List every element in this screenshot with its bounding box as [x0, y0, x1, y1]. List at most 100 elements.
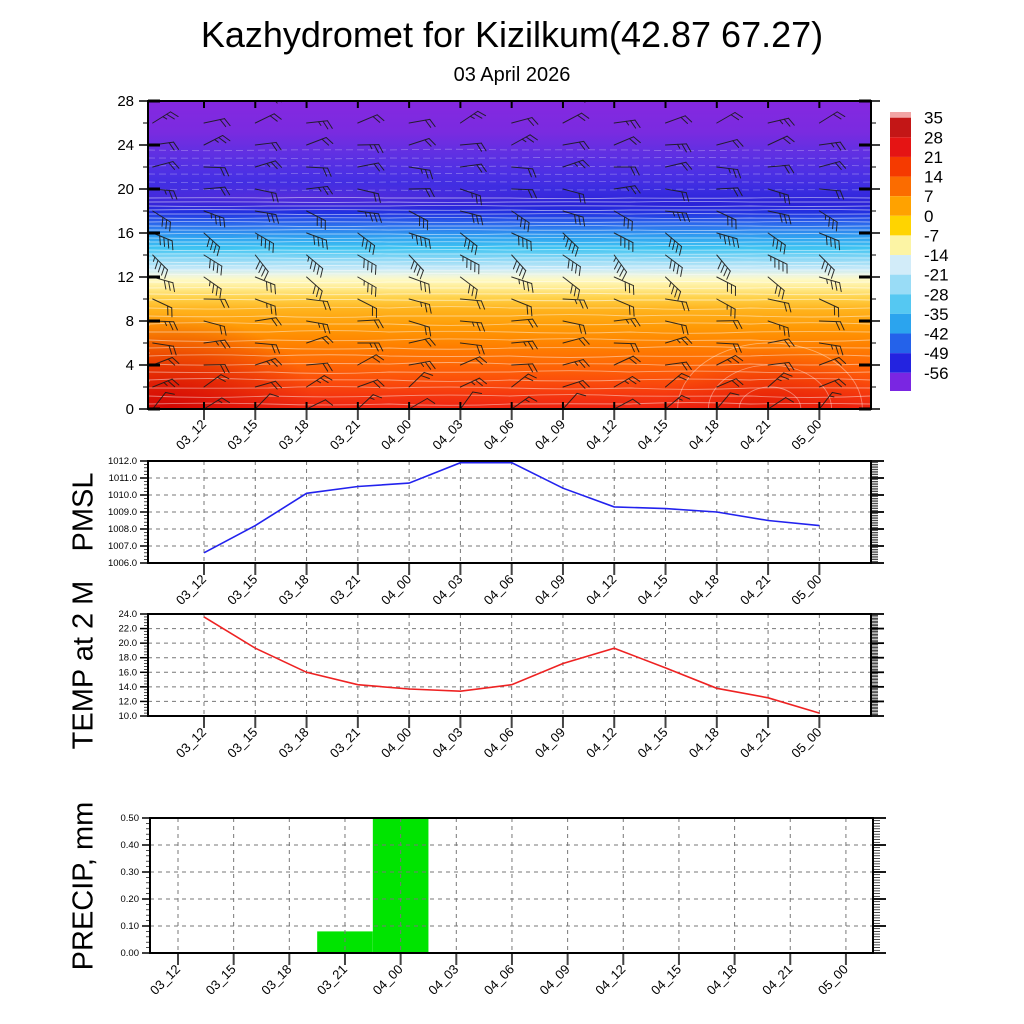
- time-tick-label: 03_12: [173, 417, 209, 453]
- height-tick-label: 20: [117, 181, 134, 198]
- wind-barb: [459, 320, 486, 332]
- y-tick-label: 16.0: [119, 667, 138, 678]
- wind-barb: [408, 118, 436, 128]
- wind-barb: [818, 161, 847, 170]
- time-tick-label: 03_21: [327, 725, 363, 761]
- height-tick-label: 28: [117, 93, 134, 110]
- wind-barb: [767, 232, 786, 255]
- wind-barb: [665, 395, 691, 409]
- wind-barb: [767, 210, 792, 225]
- wind-barb: [203, 374, 230, 388]
- colorbar-tick-label: 28: [924, 128, 943, 147]
- wind-barb: [511, 363, 538, 373]
- time-tick-label: 04_09: [532, 572, 568, 608]
- temp-at-2-m-line: [203, 616, 820, 714]
- wind-barb: [408, 398, 436, 409]
- wind-barb: [203, 134, 231, 146]
- time-tick-label: 04_12: [583, 417, 619, 453]
- wind-barb: [357, 114, 385, 124]
- time-tick-label: 05_00: [788, 725, 824, 761]
- wind-barb: [408, 276, 431, 294]
- wind-barb: [408, 320, 432, 337]
- wind-barb: [818, 254, 835, 279]
- wind-barb: [459, 142, 487, 152]
- colorbar-tick-label: -14: [924, 246, 949, 265]
- wind-barb: [613, 276, 635, 295]
- wind-barb: [254, 113, 282, 124]
- wind-barb: [511, 318, 538, 328]
- time-tick-label: 04_00: [378, 725, 414, 761]
- time-tick-label: 04_00: [370, 962, 406, 998]
- wind-barb: [203, 276, 222, 299]
- wind-barb: [767, 372, 793, 388]
- wind-barb: [254, 232, 274, 253]
- wind-barb: [408, 166, 434, 180]
- time-tick-label: 04_18: [686, 572, 722, 608]
- wind-barb: [459, 298, 486, 310]
- wind-barb: [665, 143, 692, 153]
- time-tick-label: 03_18: [276, 417, 312, 453]
- wind-barb: [408, 298, 432, 314]
- wind-barb: [459, 110, 487, 124]
- wind-barb: [152, 391, 175, 409]
- wind-barb: [562, 298, 589, 309]
- wind-barb: [613, 185, 641, 195]
- wind-barb: [357, 354, 385, 366]
- wind-barb: [357, 298, 378, 318]
- wind-barb: [613, 119, 641, 129]
- wind-barb: [716, 354, 744, 366]
- y-tick-label: 1012.0: [108, 456, 137, 467]
- wind-barb: [665, 210, 691, 223]
- precip-mm-panel: 0.00 0.10 0.20 0.30 0.40 0.50 03_12 03_15 03_18 0…: [121, 813, 886, 998]
- height-tick-label: 16: [117, 225, 134, 242]
- wind-barb: [306, 298, 331, 311]
- wind-barb: [203, 364, 230, 374]
- time-tick-label: 04_06: [481, 725, 517, 761]
- wind-barb: [459, 232, 478, 256]
- wind-barb: [408, 254, 424, 280]
- wind-barb: [613, 398, 641, 409]
- time-tick-label: 04_00: [378, 572, 414, 608]
- wind-barb: [459, 391, 483, 409]
- wind-barb: [665, 336, 693, 346]
- wind-barb: [562, 392, 587, 409]
- time-tick-label: 05_00: [815, 962, 851, 998]
- wind-barb: [254, 380, 283, 390]
- wind-barb: [818, 298, 840, 318]
- colorbar-tick-label: -35: [924, 305, 949, 324]
- wind-barb: [818, 141, 846, 151]
- colorbar-tick-label: 14: [924, 168, 943, 187]
- y-tick-label: 0.30: [121, 867, 140, 878]
- wind-barb: [203, 210, 226, 228]
- wind-barb: [716, 298, 736, 319]
- wind-barbs: [152, 101, 871, 409]
- wind-barb: [408, 371, 434, 388]
- wind-barb: [818, 378, 847, 388]
- time-tick-label: 04_03: [429, 725, 465, 761]
- height-tick-label: 12: [117, 269, 134, 286]
- wind-barb: [459, 342, 485, 355]
- wind-barb: [613, 317, 641, 327]
- wind-barb: [562, 337, 590, 346]
- wind-barb: [306, 232, 328, 250]
- time-tick-label: 03_21: [314, 962, 350, 998]
- y-tick-label: 14.0: [119, 682, 138, 693]
- colorbar-tick-label: -56: [924, 364, 949, 383]
- wind-barb: [767, 276, 785, 300]
- wind-barb: [665, 232, 683, 256]
- wind-barb: [306, 136, 334, 146]
- colorbar-tick-label: -28: [924, 285, 949, 304]
- wind-barb: [716, 392, 740, 409]
- wind-barb: [357, 162, 385, 172]
- wind-barb: [818, 210, 838, 232]
- wind-barb: [357, 210, 382, 223]
- y-tick-label: 0.20: [121, 894, 140, 905]
- grid-lines: [150, 818, 873, 953]
- wind-barb: [716, 320, 743, 330]
- wind-barb: [511, 134, 538, 146]
- y-tick-label: 10.0: [119, 711, 138, 722]
- wind-barb: [203, 397, 230, 409]
- time-tick-label: 04_15: [634, 417, 670, 453]
- wind-barb: [716, 210, 737, 230]
